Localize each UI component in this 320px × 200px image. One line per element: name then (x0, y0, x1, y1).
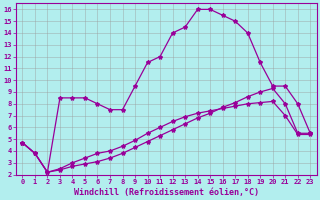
X-axis label: Windchill (Refroidissement éolien,°C): Windchill (Refroidissement éolien,°C) (74, 188, 259, 197)
